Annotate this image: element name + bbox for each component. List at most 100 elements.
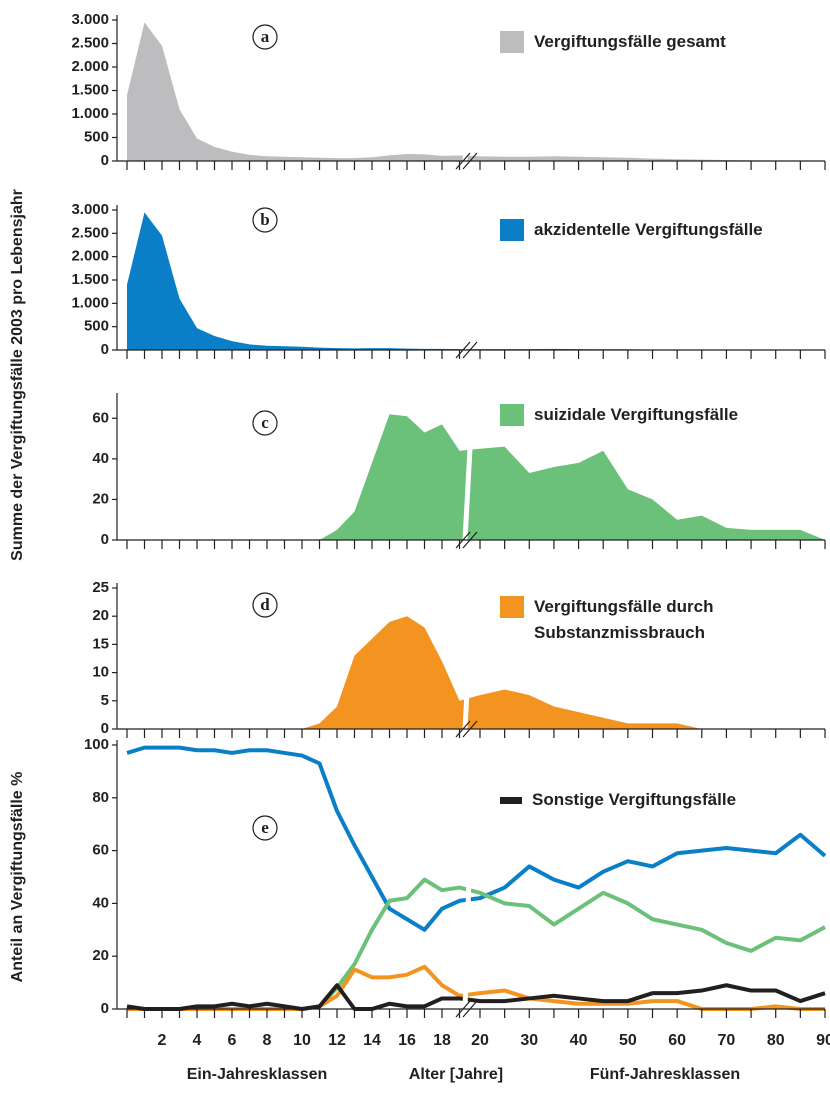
legend-item: akzidentelle Vergiftungsfälle <box>500 217 774 243</box>
x-axis-title: Ein-Jahresklassen <box>187 1066 328 1083</box>
area <box>127 616 825 729</box>
axis-break <box>462 531 478 549</box>
axis-break-gap <box>462 14 476 162</box>
axis-break-gap <box>462 204 476 351</box>
panel-letter-circle <box>252 410 278 436</box>
axis-break-gap <box>462 739 476 1010</box>
y-tick-label: 20 <box>92 607 109 624</box>
panel-letter: a <box>261 27 270 46</box>
area <box>127 22 825 161</box>
x-tick-label: 14 <box>363 1032 381 1049</box>
x-tick-label: 18 <box>433 1032 451 1049</box>
panel-letter-circle <box>252 24 278 50</box>
y-tick-label: 2.500 <box>71 34 109 51</box>
x-tick-label: 50 <box>619 1032 637 1049</box>
y-tick-label: 1.500 <box>71 81 109 98</box>
y-tick-label: 5 <box>101 692 109 709</box>
legend-swatch <box>500 404 524 426</box>
legend-item: Vergiftungsfälle durch Substanzmissbrauc… <box>500 594 774 646</box>
x-tick-label: 30 <box>520 1032 538 1049</box>
y-tick-label: 0 <box>101 1000 109 1017</box>
legend-label: akzidentelle Vergiftungsfälle <box>534 220 763 239</box>
panel-letter: b <box>260 210 269 229</box>
panel-letter: c <box>261 413 269 432</box>
legend-label: suizidale Vergiftungsfälle <box>534 405 739 424</box>
y-axis-title: Summe der Vergiftungsfälle 2003 pro Lebe… <box>9 189 26 561</box>
axis-break <box>462 341 478 359</box>
axis-break <box>455 1000 471 1018</box>
panel-letter: e <box>261 818 269 837</box>
y-tick-label: 0 <box>101 720 109 737</box>
x-tick-label: 8 <box>263 1032 272 1049</box>
y-tick-label: 2.000 <box>71 58 109 75</box>
axis-break <box>455 531 471 549</box>
y-tick-label: 15 <box>92 635 109 652</box>
y-tick-label: 0 <box>101 152 109 169</box>
legend-swatch <box>500 31 524 53</box>
x-tick-label: 12 <box>328 1032 346 1049</box>
x-tick-label: 60 <box>668 1032 686 1049</box>
x-tick-label: 90 <box>816 1032 830 1049</box>
y-tick-label: 500 <box>84 128 109 145</box>
axis-break-gap <box>462 582 476 730</box>
y-tick-label: 2.500 <box>71 224 109 241</box>
line <box>126 745 827 932</box>
y-tick-label: 80 <box>92 789 109 806</box>
axis-break-gap <box>462 392 476 541</box>
y-tick-label: 0 <box>101 531 109 548</box>
x-tick-label: 4 <box>193 1032 202 1049</box>
y-tick-label: 25 <box>92 579 109 596</box>
axis-break <box>455 341 471 359</box>
x-tick-label: 16 <box>398 1032 416 1049</box>
y-tick-label: 20 <box>92 947 109 964</box>
y-tick-label: 1.000 <box>71 294 109 311</box>
legend-item: Vergiftungsfälle gesamt <box>500 29 774 55</box>
y-tick-label: 40 <box>92 894 109 911</box>
x-axis-title: Alter [Jahre] <box>409 1066 503 1083</box>
legend-item: Sonstige Vergiftungsfälle <box>500 787 772 813</box>
y-tick-label: 1.000 <box>71 105 109 122</box>
legend-swatch <box>500 219 524 241</box>
area <box>127 212 825 350</box>
area <box>127 414 825 540</box>
legend-swatch <box>500 596 524 618</box>
panel-letter-circle <box>252 815 278 841</box>
y-tick-label: 3.000 <box>71 201 109 218</box>
x-tick-label: 20 <box>471 1032 489 1049</box>
y-tick-label: 10 <box>92 664 109 681</box>
x-tick-label: 70 <box>718 1032 736 1049</box>
legend-item: suizidale Vergiftungsfälle <box>500 402 774 428</box>
panel-letter-circle <box>252 592 278 618</box>
x-tick-label: 6 <box>228 1032 237 1049</box>
axis-break <box>462 152 478 170</box>
y-tick-label: 40 <box>92 450 109 467</box>
x-tick-label: 40 <box>570 1032 588 1049</box>
x-tick-label: 10 <box>293 1032 311 1049</box>
y-tick-label: 0 <box>101 341 109 358</box>
panel-letter: d <box>260 595 270 614</box>
axis-break <box>462 720 478 738</box>
y-tick-label: 20 <box>92 490 109 507</box>
y-tick-label: 60 <box>92 842 109 859</box>
axis-break <box>455 152 471 170</box>
line <box>126 983 826 1011</box>
axis-break <box>455 720 471 738</box>
y-tick-label: 500 <box>84 318 109 335</box>
x-tick-label: 80 <box>767 1032 785 1049</box>
y-tick-label: 3.000 <box>71 11 109 28</box>
x-axis-title: Fünf-Jahresklassen <box>590 1066 740 1083</box>
y-axis-title: Anteil an Vergiftungsfälle % <box>9 772 26 983</box>
x-tick-label: 2 <box>158 1032 167 1049</box>
panel-letter-circle <box>252 207 278 233</box>
y-tick-label: 1.500 <box>71 271 109 288</box>
legend-label: Vergiftungsfälle durch Substanzmissbrauc… <box>534 597 714 642</box>
y-tick-label: 2.000 <box>71 248 109 265</box>
axis-break <box>462 1000 478 1018</box>
legend-label: Vergiftungsfälle gesamt <box>534 32 726 51</box>
legend-label: Sonstige Vergiftungsfälle <box>532 790 737 809</box>
y-tick-label: 100 <box>84 736 109 753</box>
legend-swatch <box>500 797 522 804</box>
y-tick-label: 60 <box>92 409 109 426</box>
